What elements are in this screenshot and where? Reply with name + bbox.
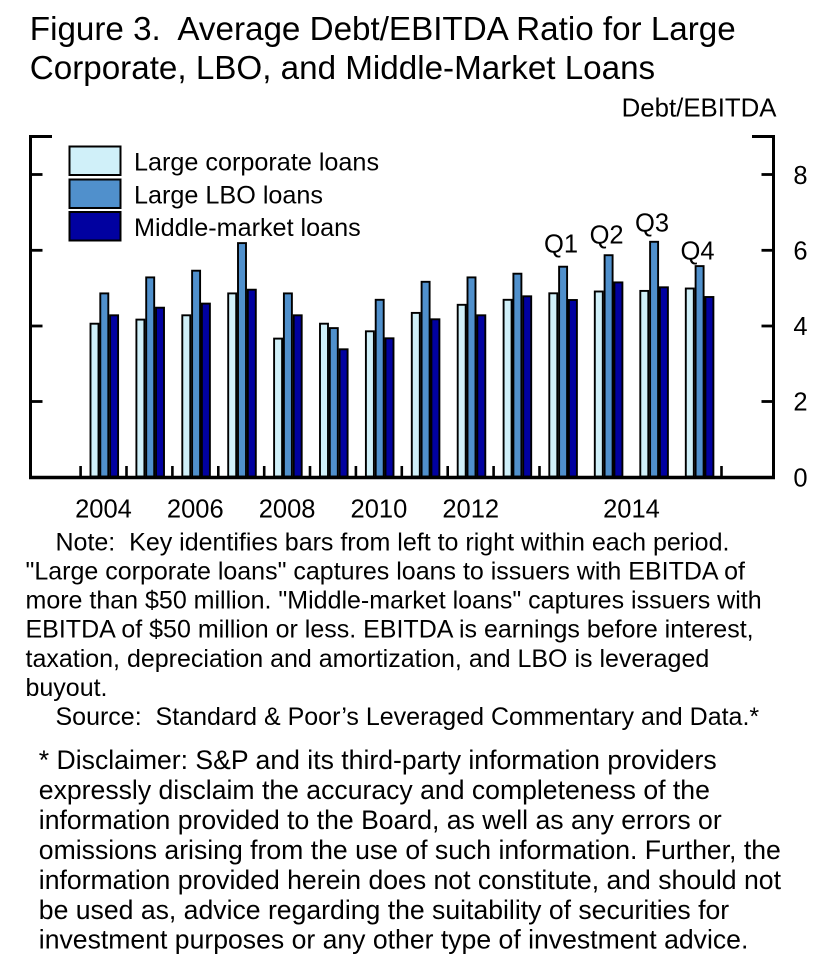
svg-text:investment purposes or any oth: investment purposes or any other type of… <box>39 925 749 955</box>
svg-text:2004: 2004 <box>75 495 132 523</box>
svg-text:Figure 3. Average Debt/EBITDA: Figure 3. Average Debt/EBITDA Ratio for … <box>30 11 736 48</box>
svg-text:Q4: Q4 <box>680 238 714 266</box>
svg-text:2010: 2010 <box>351 495 408 523</box>
svg-text:Large corporate loans: Large corporate loans <box>134 149 379 177</box>
svg-text:0: 0 <box>793 464 807 492</box>
svg-text:omissions arising from the use: omissions arising from the use of such i… <box>39 835 781 865</box>
svg-text:Debt/EBITDA: Debt/EBITDA <box>622 95 778 123</box>
svg-text:Note: Key identifies bars fro: Note: Key identifies bars from left to r… <box>56 528 730 556</box>
svg-text:2006: 2006 <box>167 495 224 523</box>
svg-text:2008: 2008 <box>259 495 316 523</box>
svg-text:* Disclaimer: S&P and its thir: * Disclaimer: S&P and its third-party in… <box>39 745 717 775</box>
svg-text:Large LBO loans: Large LBO loans <box>134 182 323 210</box>
svg-text:2014: 2014 <box>603 495 660 523</box>
svg-text:Q3: Q3 <box>635 210 669 238</box>
svg-text:Source: Standard & Poor’s Lev: Source: Standard & Poor’s Leveraged Comm… <box>56 703 760 731</box>
svg-text:Corporate, LBO, and Middle-Mar: Corporate, LBO, and Middle-Market Loans <box>30 50 655 87</box>
svg-text:be used as, advice regarding t: be used as, advice regarding the suitabi… <box>39 895 729 925</box>
svg-text:Middle-market loans: Middle-market loans <box>134 214 361 242</box>
svg-text:taxation, depreciation and amo: taxation, depreciation and amortization,… <box>26 645 710 673</box>
svg-text:expressly disclaim the accurac: expressly disclaim the accuracy and comp… <box>39 775 710 805</box>
svg-text:6: 6 <box>793 237 807 265</box>
svg-text:buyout.: buyout. <box>26 674 108 702</box>
svg-text:Q2: Q2 <box>590 222 624 250</box>
svg-text:Q1: Q1 <box>544 231 578 259</box>
svg-text:EBITDA of $50 million or less.: EBITDA of $50 million or less. EBITDA is… <box>26 616 754 644</box>
svg-text:information provided herein do: information provided herein does not con… <box>39 865 782 895</box>
svg-text:more than $50 million. "Middle: more than $50 million. "Middle-market lo… <box>26 587 762 615</box>
svg-text:"Large corporate loans" captur: "Large corporate loans" captures loans t… <box>26 558 746 586</box>
svg-text:2: 2 <box>793 389 807 417</box>
svg-text:2012: 2012 <box>442 495 499 523</box>
svg-text:4: 4 <box>793 313 807 341</box>
svg-text:information provided to the Bo: information provided to the Board, as we… <box>39 805 722 835</box>
svg-text:8: 8 <box>793 162 807 190</box>
